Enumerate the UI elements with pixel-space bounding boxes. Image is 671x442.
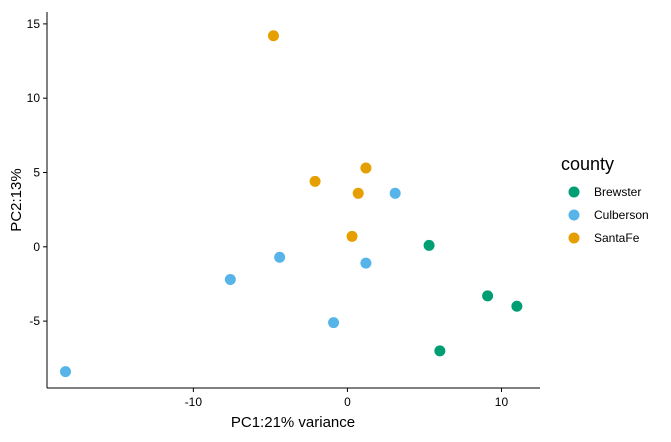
y-ticks: -5 0 5 10 15: [27, 17, 47, 328]
legend-key-brewster: [568, 186, 580, 198]
point-culberson: [59, 366, 71, 378]
y-tick-label: -5: [29, 314, 40, 328]
point-santafe: [309, 175, 321, 187]
legend: county Brewster Culberson SantaFe: [561, 154, 649, 245]
point-brewster: [423, 239, 435, 251]
legend-key-culberson: [568, 209, 580, 221]
point-santafe: [352, 187, 364, 199]
x-ticks: -10 0 10: [185, 388, 509, 409]
x-axis-title: PC1:21% variance: [231, 414, 355, 431]
point-brewster: [511, 300, 523, 312]
y-tick-label: 10: [27, 91, 41, 105]
legend-label-culberson: Culberson: [594, 208, 649, 222]
point-santafe: [267, 30, 279, 42]
legend-key-santafe: [568, 232, 580, 244]
point-santafe: [346, 230, 358, 242]
legend-title: county: [561, 154, 614, 174]
y-tick-label: 15: [27, 17, 41, 31]
point-brewster: [482, 290, 494, 302]
point-culberson: [274, 251, 286, 263]
y-axis-title: PC2:13%: [8, 168, 25, 231]
data-points: [59, 30, 523, 378]
point-culberson: [328, 317, 340, 329]
legend-label-santafe: SantaFe: [594, 231, 640, 245]
point-santafe: [360, 162, 372, 174]
point-brewster: [434, 345, 446, 357]
y-tick-label: 0: [33, 240, 40, 254]
x-tick-label: 10: [495, 395, 509, 409]
x-tick-label: -10: [185, 395, 203, 409]
y-tick-label: 5: [33, 166, 40, 180]
legend-items: Brewster Culberson SantaFe: [568, 185, 649, 245]
point-culberson: [224, 274, 236, 286]
legend-label-brewster: Brewster: [594, 185, 641, 199]
point-culberson: [360, 257, 372, 269]
x-tick-label: 0: [344, 395, 351, 409]
point-culberson: [389, 187, 401, 199]
axes: [46, 12, 540, 389]
